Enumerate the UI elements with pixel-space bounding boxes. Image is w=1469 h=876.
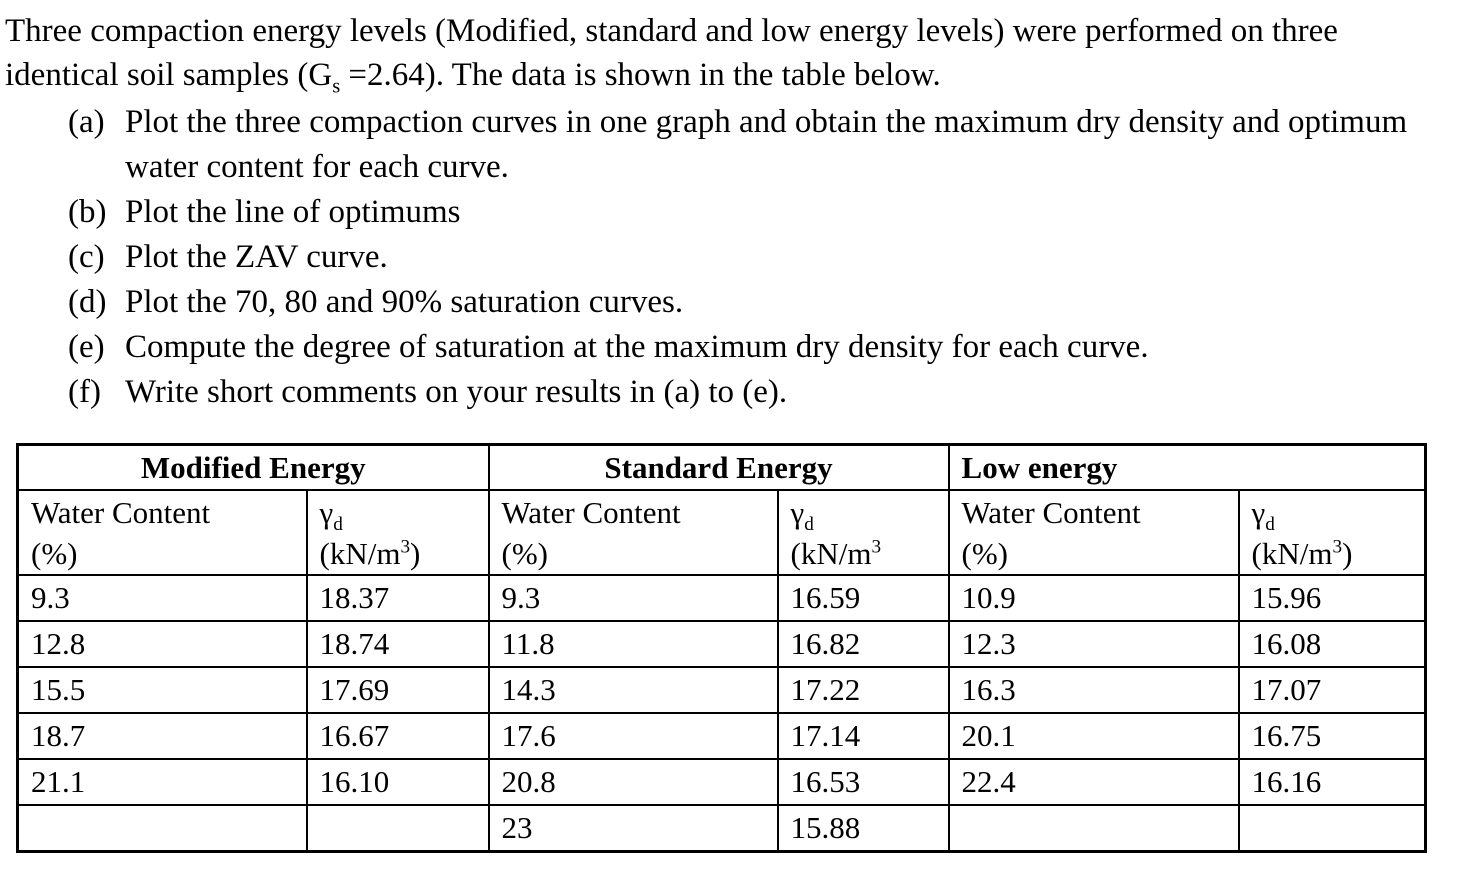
- table-row: 12.8 18.74 11.8 16.82 12.3 16.08: [16, 620, 1427, 668]
- table-cell: 17.69: [305, 666, 490, 714]
- task-text: Plot the ZAV curve.: [125, 239, 388, 275]
- table-cell: 17.07: [1237, 666, 1427, 714]
- task-item-c: (c) Plot the ZAV curve.: [0, 235, 1469, 280]
- col-header-water-content-low: Water Content (%): [947, 489, 1240, 576]
- task-item-d: (d) Plot the 70, 80 and 90% saturation c…: [0, 280, 1469, 325]
- table-cell: 23: [487, 804, 779, 853]
- table-cell: 17.22: [776, 666, 950, 714]
- table-cell: 9.3: [487, 574, 779, 622]
- table-cell: 20.1: [947, 712, 1240, 760]
- table-cell: 16.67: [305, 712, 490, 760]
- table-cell: 12.8: [16, 620, 308, 668]
- group-header-standard-energy: Standard Energy: [487, 443, 950, 491]
- table-cell: 10.9: [947, 574, 1240, 622]
- task-text: Plot the 70, 80 and 90% saturation curve…: [125, 284, 684, 320]
- problem-statement-part1: Three compaction energy levels (Modified…: [5, 13, 1338, 93]
- table-cell: 16.59: [776, 574, 950, 622]
- task-label: (a): [68, 104, 105, 140]
- col-header-water-content-modified: Water Content (%): [16, 489, 308, 576]
- problem-statement: Three compaction energy levels (Modified…: [0, 0, 1469, 97]
- task-label: (d): [68, 284, 107, 320]
- table-cell: 22.4: [947, 758, 1240, 806]
- task-text: Plot the line of optimums: [125, 194, 461, 230]
- task-text: Compute the degree of saturation at the …: [125, 329, 1149, 365]
- table-cell: 15.88: [776, 804, 950, 853]
- table-cell: 11.8: [487, 620, 779, 668]
- col-header-dry-unit-weight-low: γd (kN/m3): [1237, 489, 1427, 576]
- task-list: (a) Plot the three compaction curves in …: [0, 100, 1469, 415]
- task-item-a: (a) Plot the three compaction curves in …: [0, 100, 1469, 190]
- table-cell: [305, 804, 490, 853]
- task-text: Write short comments on your results in …: [125, 374, 788, 410]
- table-cell: 17.6: [487, 712, 779, 760]
- table-row: 18.7 16.67 17.6 17.14 20.1 16.75: [16, 712, 1427, 760]
- table-cell: 16.53: [776, 758, 950, 806]
- col-header-dry-unit-weight-modified: γd (kN/m3): [305, 489, 490, 576]
- table-cell: 12.3: [947, 620, 1240, 668]
- task-label: (e): [68, 329, 105, 365]
- table-row: 9.3 18.37 9.3 16.59 10.9 15.96: [16, 574, 1427, 622]
- compaction-data-table: Modified Energy Standard Energy Low ener…: [16, 443, 1428, 853]
- table-cell: 18.7: [16, 712, 308, 760]
- table-cell: 16.10: [305, 758, 490, 806]
- table-cell: 16.16: [1237, 758, 1427, 806]
- task-text: Plot the three compaction curves in one …: [125, 104, 1408, 185]
- task-label: (c): [68, 239, 105, 275]
- table-row: 15.5 17.69 14.3 17.22 16.3 17.07: [16, 666, 1427, 714]
- table-cell: 20.8: [487, 758, 779, 806]
- table-cell: 16.75: [1237, 712, 1427, 760]
- table-cell: 16.3: [947, 666, 1240, 714]
- table-cell: 16.82: [776, 620, 950, 668]
- task-label: (b): [68, 194, 107, 230]
- task-item-b: (b) Plot the line of optimums: [0, 190, 1469, 235]
- table-cell: 21.1: [16, 758, 308, 806]
- group-header-modified-energy: Modified Energy: [16, 443, 490, 491]
- task-label: (f): [68, 374, 101, 410]
- table-cell: [16, 804, 308, 853]
- table-cell: 18.37: [305, 574, 490, 622]
- table-cell: 14.3: [487, 666, 779, 714]
- problem-statement-part2: =2.64). The data is shown in the table b…: [340, 57, 941, 93]
- table-row: 21.1 16.10 20.8 16.53 22.4 16.16: [16, 758, 1427, 806]
- table-cell: 9.3: [16, 574, 308, 622]
- col-header-water-content-standard: Water Content (%): [487, 489, 779, 576]
- table-cell: 18.74: [305, 620, 490, 668]
- col-header-dry-unit-weight-standard: γd (kN/m3: [776, 489, 950, 576]
- table-cell: 17.14: [776, 712, 950, 760]
- table-cell: 16.08: [1237, 620, 1427, 668]
- table-cell: [1237, 804, 1427, 853]
- table-cell: 15.5: [16, 666, 308, 714]
- group-header-row: Modified Energy Standard Energy Low ener…: [16, 443, 1427, 491]
- column-header-row: Water Content (%) γd (kN/m3) Water Content…: [16, 489, 1427, 576]
- task-item-f: (f) Write short comments on your results…: [0, 370, 1469, 415]
- gs-subscript: s: [332, 75, 341, 98]
- table-row: 23 15.88: [16, 804, 1427, 853]
- task-item-e: (e) Compute the degree of saturation at …: [0, 325, 1469, 370]
- table-cell: [947, 804, 1240, 853]
- table-cell: 15.96: [1237, 574, 1427, 622]
- group-header-low-energy: Low energy: [947, 443, 1427, 491]
